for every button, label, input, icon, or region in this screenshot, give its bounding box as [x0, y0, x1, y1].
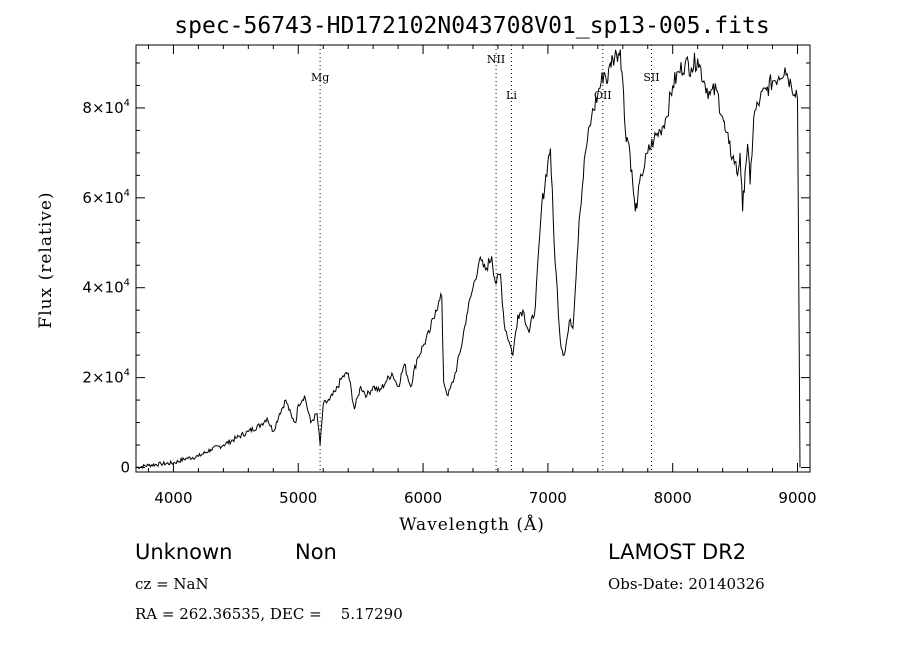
x-axis: 4000 5000 6000 7000 8000 9000 [147, 45, 817, 507]
y-tick-times: ×10 [92, 279, 124, 297]
y-tick-mantissa: 8 [82, 99, 92, 117]
spectral-line-label: Mg [311, 71, 329, 84]
plot-frame [135, 44, 811, 473]
x-tick-label: 6000 [404, 489, 442, 507]
x-axis-label: Wavelength (Å) [399, 514, 545, 535]
y-tick-exponent: 4 [124, 98, 130, 109]
spectrum-line [135, 49, 801, 470]
y-tick-label: 8×104 [82, 98, 130, 117]
y-tick-label: 4×104 [82, 278, 130, 297]
x-tick-label: 7000 [529, 489, 567, 507]
spectral-line-label: SII [643, 71, 659, 84]
x-tick-label: 5000 [279, 489, 317, 507]
y-tick-mantissa: 6 [82, 189, 92, 207]
x-tick-label: 8000 [654, 489, 692, 507]
x-tick-label: 9000 [778, 489, 816, 507]
y-tick-mantissa: 2 [82, 369, 92, 387]
survey-label: LAMOST DR2 [608, 540, 747, 564]
y-tick-times: ×10 [92, 369, 124, 387]
y-tick-label: 6×104 [82, 188, 130, 207]
spectral-line-label: Li [506, 89, 517, 102]
y-tick-exponent: 4 [124, 278, 130, 289]
y-tick-label: 0 [120, 459, 130, 477]
y-axis-label: Flux (relative) [36, 191, 56, 328]
radec-value: RA = 262.36535, DEC = 5.17290 [135, 605, 403, 623]
y-tick-exponent: 4 [124, 188, 130, 199]
y-tick-label: 2×104 [82, 368, 130, 387]
y-tick-times: ×10 [92, 99, 124, 117]
y-tick-times: ×10 [92, 189, 124, 207]
chart-title: spec-56743-HD172102N043708V01_sp13-005.f… [174, 13, 769, 39]
cz-value: cz = NaN [135, 575, 209, 593]
obs-date: Obs-Date: 20140326 [608, 575, 765, 593]
x-tick-label: 4000 [154, 489, 192, 507]
class-label: Unknown [135, 540, 233, 564]
y-tick-mantissa: 4 [82, 279, 92, 297]
subclass-label: Non [295, 540, 337, 564]
spectral-line-label: NII [487, 53, 505, 66]
y-tick-exponent: 4 [124, 368, 130, 379]
